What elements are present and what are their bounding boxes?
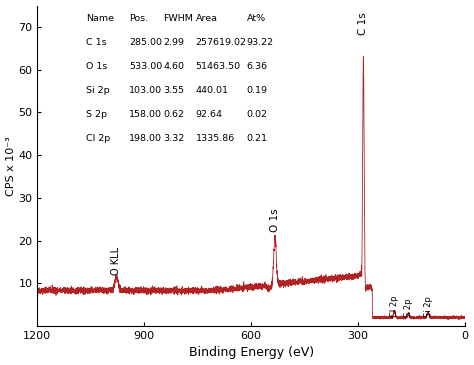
Text: S 2p: S 2p	[404, 298, 413, 316]
Text: Si 2p: Si 2p	[86, 86, 110, 95]
Text: 0.62: 0.62	[164, 110, 184, 119]
Text: C 1s: C 1s	[358, 13, 368, 35]
Text: 3.32: 3.32	[164, 134, 185, 143]
Text: 257619.02: 257619.02	[196, 38, 246, 47]
Text: Cl 2p: Cl 2p	[390, 295, 399, 316]
Text: 533.00: 533.00	[129, 62, 163, 71]
Text: Si 2p: Si 2p	[424, 296, 433, 316]
Y-axis label: CPS x 10⁻³: CPS x 10⁻³	[6, 136, 16, 196]
Text: Cl 2p: Cl 2p	[86, 134, 111, 143]
Text: Name: Name	[86, 14, 115, 23]
Text: 0.19: 0.19	[247, 86, 268, 95]
Text: 93.22: 93.22	[247, 38, 274, 47]
X-axis label: Binding Energy (eV): Binding Energy (eV)	[189, 346, 314, 360]
Text: Pos.: Pos.	[129, 14, 148, 23]
Text: 440.01: 440.01	[196, 86, 228, 95]
Text: 2.99: 2.99	[164, 38, 184, 47]
Text: O 1s: O 1s	[86, 62, 108, 71]
Text: 158.00: 158.00	[129, 110, 162, 119]
Text: 3.55: 3.55	[164, 86, 184, 95]
Text: 51463.50: 51463.50	[196, 62, 241, 71]
Text: O 1s: O 1s	[270, 208, 280, 232]
Text: Area: Area	[196, 14, 218, 23]
Text: S 2p: S 2p	[86, 110, 108, 119]
Text: C 1s: C 1s	[86, 38, 107, 47]
Text: 92.64: 92.64	[196, 110, 222, 119]
Text: 0.21: 0.21	[247, 134, 268, 143]
Text: 198.00: 198.00	[129, 134, 162, 143]
Text: 4.60: 4.60	[164, 62, 184, 71]
Text: O KLL: O KLL	[111, 247, 121, 275]
Text: At%: At%	[247, 14, 266, 23]
Text: FWHM: FWHM	[164, 14, 193, 23]
Text: 0.02: 0.02	[247, 110, 268, 119]
Text: 103.00: 103.00	[129, 86, 163, 95]
Text: 285.00: 285.00	[129, 38, 162, 47]
Text: 6.36: 6.36	[247, 62, 268, 71]
Text: 1335.86: 1335.86	[196, 134, 235, 143]
